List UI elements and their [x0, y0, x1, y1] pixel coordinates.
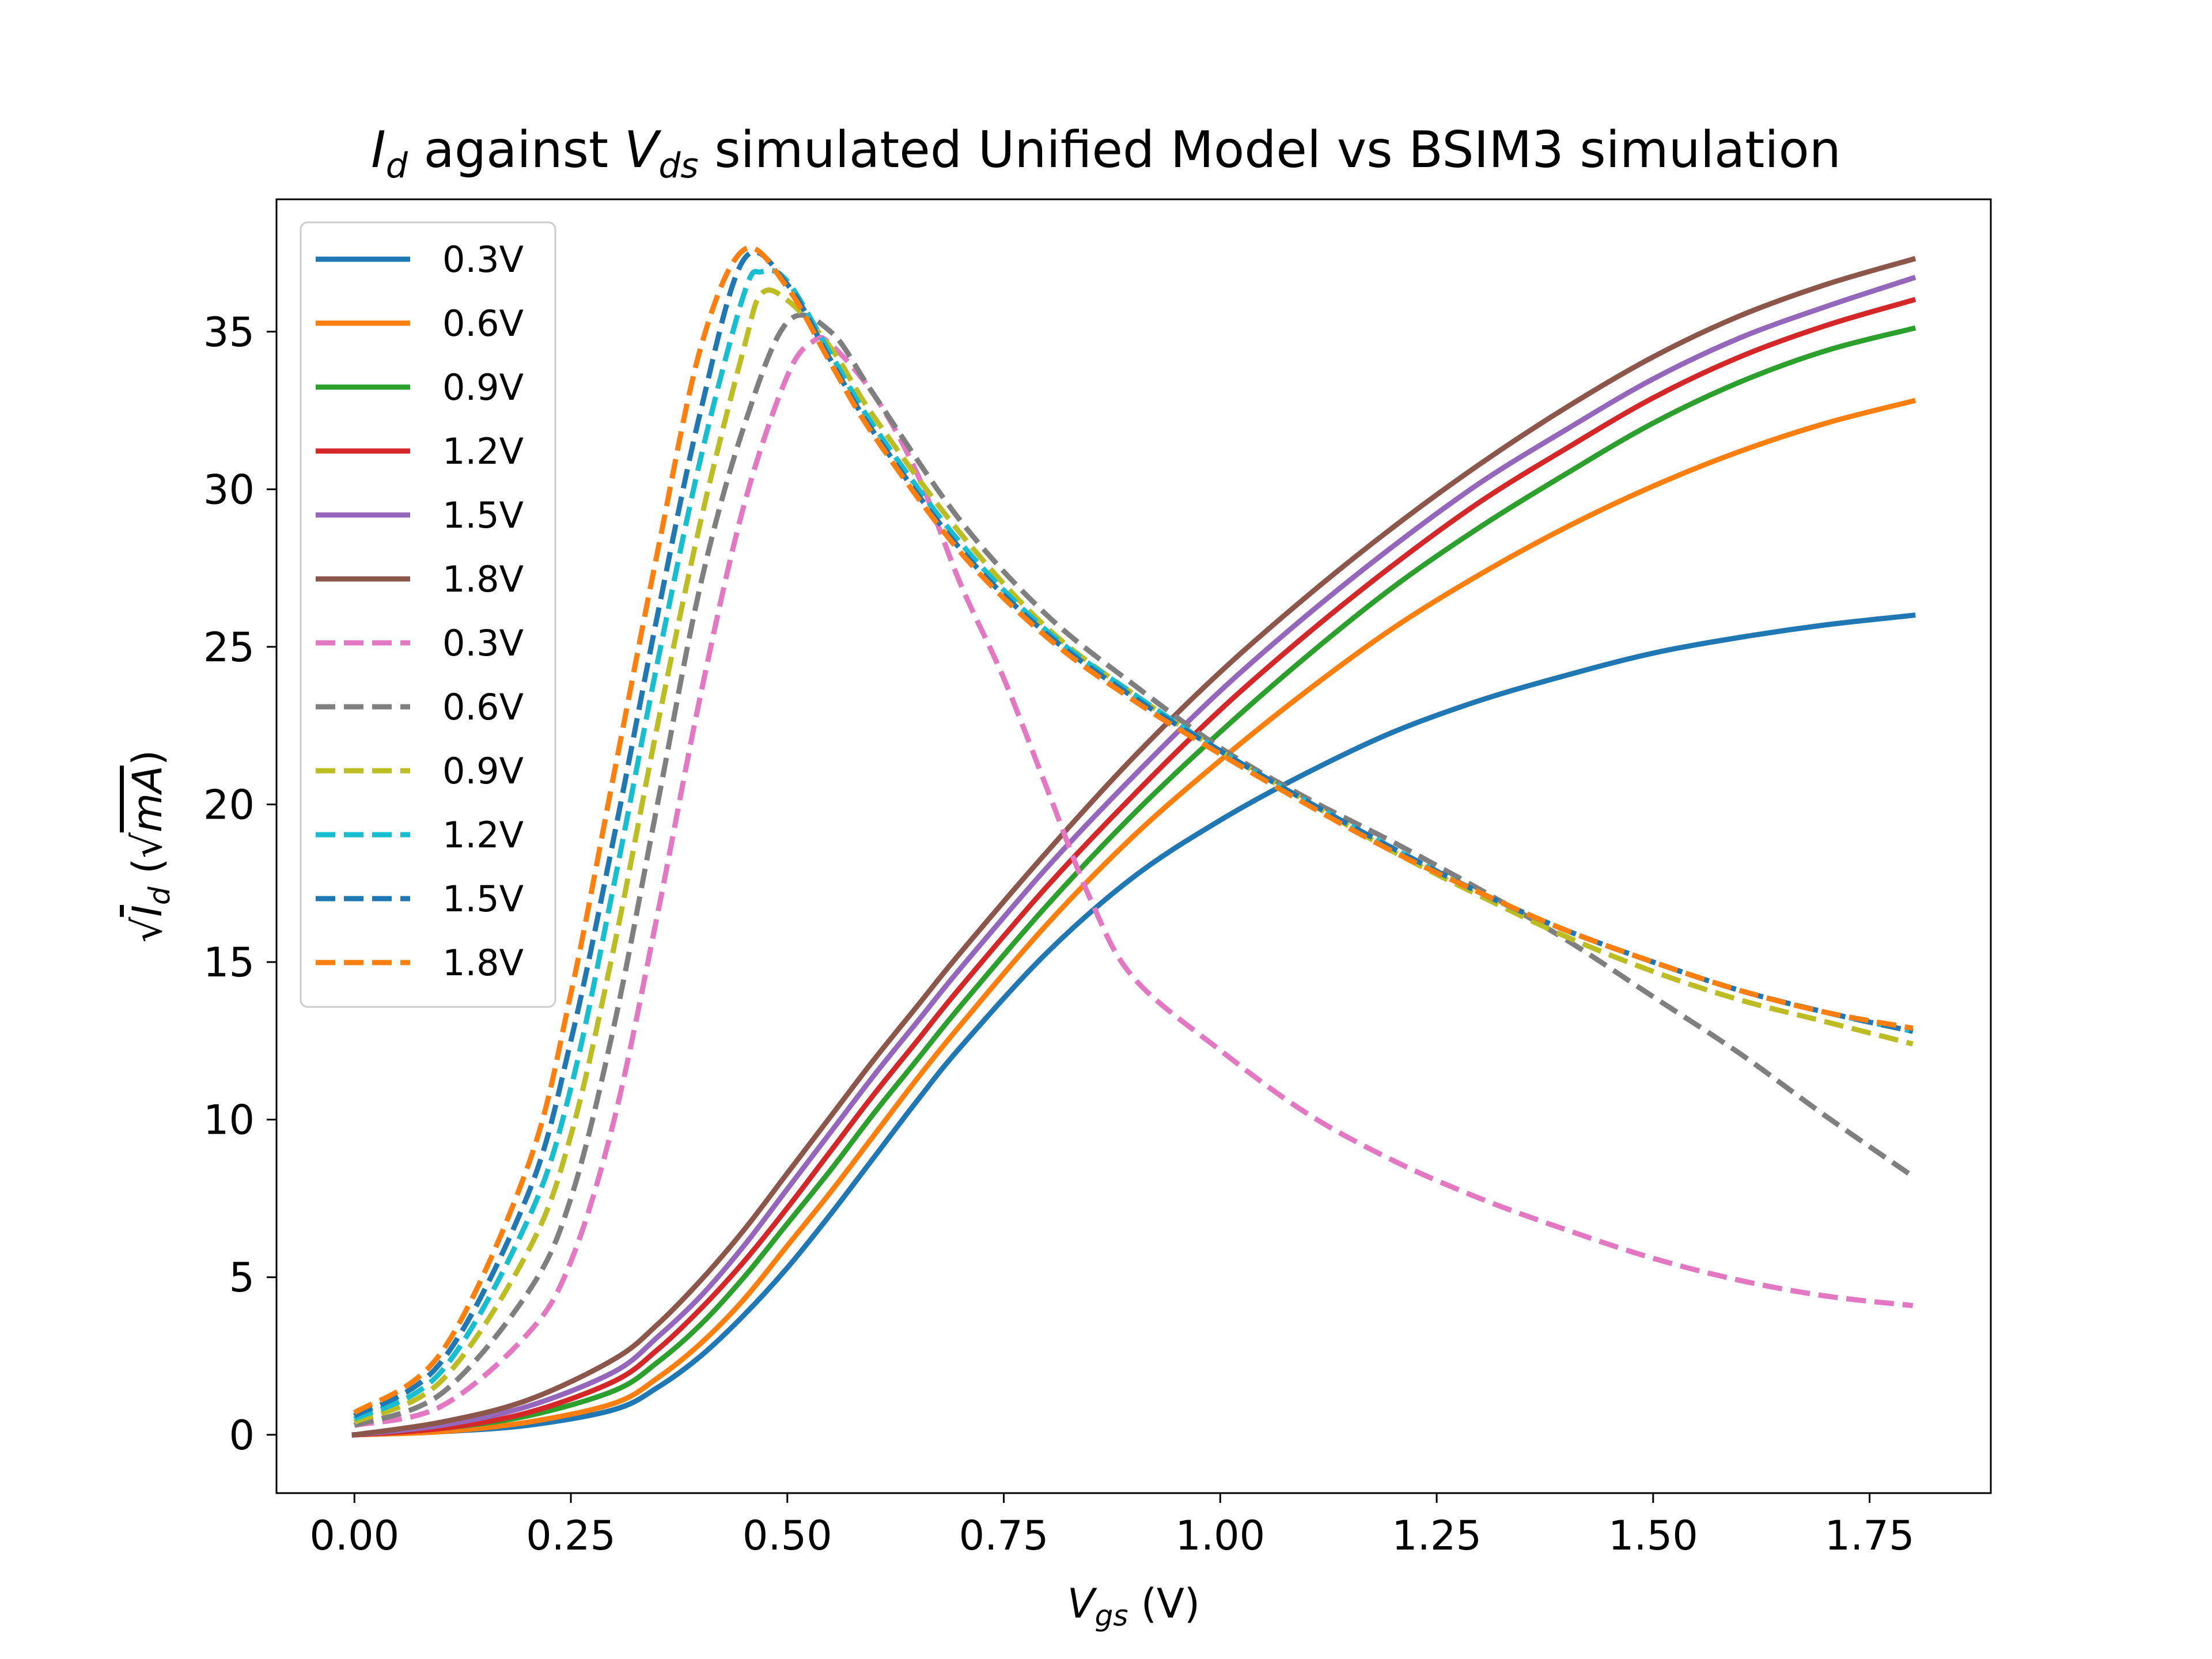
x-tick-label: 0.25	[526, 1512, 616, 1559]
x-tick-label: 0.75	[959, 1512, 1049, 1559]
legend: 0.3V 0.6V 0.9V 1.2V 1.5V 1.8V 0.3V 0.6V 0.9V 1.2V…	[300, 221, 556, 1008]
y-tick-label: 5	[229, 1254, 255, 1301]
series-line-solid-3	[351, 297, 1916, 1438]
series-line-solid-0	[351, 612, 1916, 1438]
series-line-solid-5	[351, 256, 1916, 1438]
x-tick-label: 1.25	[1392, 1512, 1482, 1559]
x-tick-label: 1.75	[1825, 1512, 1915, 1559]
series-line-solid-2	[351, 325, 1916, 1438]
legend-label: 0.6V	[442, 686, 524, 728]
x-tick-label: 1.50	[1608, 1512, 1698, 1559]
legend-label: 1.5V	[442, 494, 524, 536]
legend-label: 1.5V	[442, 878, 524, 920]
series-line-solid-4	[351, 275, 1916, 1438]
y-axis-ticks: 0 5 10 15 20 25 30 35	[203, 309, 276, 1459]
legend-label: 1.2V	[442, 430, 524, 472]
plot-lines	[351, 245, 1916, 1438]
series-line-dashed-6	[354, 335, 1914, 1428]
x-axis-label: Vgs (V)	[1067, 1580, 1200, 1633]
x-tick-label: 0.50	[743, 1512, 832, 1559]
legend-label: 0.9V	[442, 750, 524, 792]
y-tick-label: 20	[203, 782, 255, 829]
legend-label: 0.3V	[442, 622, 524, 664]
y-tick-label: 10	[203, 1097, 255, 1144]
y-axis-label: √Id (√mA)	[124, 750, 176, 943]
legend-box	[300, 221, 556, 1008]
y-tick-label: 25	[203, 624, 255, 671]
series-line-dashed-8	[353, 287, 1914, 1425]
legend-label: 0.3V	[442, 238, 524, 281]
series-line-solid-1	[351, 397, 1916, 1438]
series-line-dashed-11	[353, 245, 1914, 1415]
y-tick-label: 35	[203, 309, 255, 356]
axes-frame	[275, 198, 1992, 1494]
x-axis-ticks: 0.00 0.25 0.50 0.75 1.00 1.25 1.50 1.75	[309, 1493, 1915, 1559]
y-tick-label: 0	[229, 1412, 255, 1459]
x-tick-label: 1.00	[1175, 1512, 1265, 1559]
legend-label: 1.8V	[442, 558, 524, 600]
y-tick-label: 15	[203, 939, 255, 986]
chart-title: Id against Vds simulated Unified Model v…	[371, 120, 1841, 186]
y-tick-label: 30	[203, 466, 255, 513]
x-tick-label: 0.00	[309, 1512, 399, 1559]
legend-label: 0.6V	[442, 302, 524, 344]
legend-label: 0.9V	[442, 366, 524, 408]
series-line-dashed-7	[353, 312, 1915, 1428]
legend-label: 1.2V	[442, 814, 524, 856]
series-line-dashed-9	[353, 267, 1914, 1422]
legend-label: 1.8V	[442, 942, 524, 984]
